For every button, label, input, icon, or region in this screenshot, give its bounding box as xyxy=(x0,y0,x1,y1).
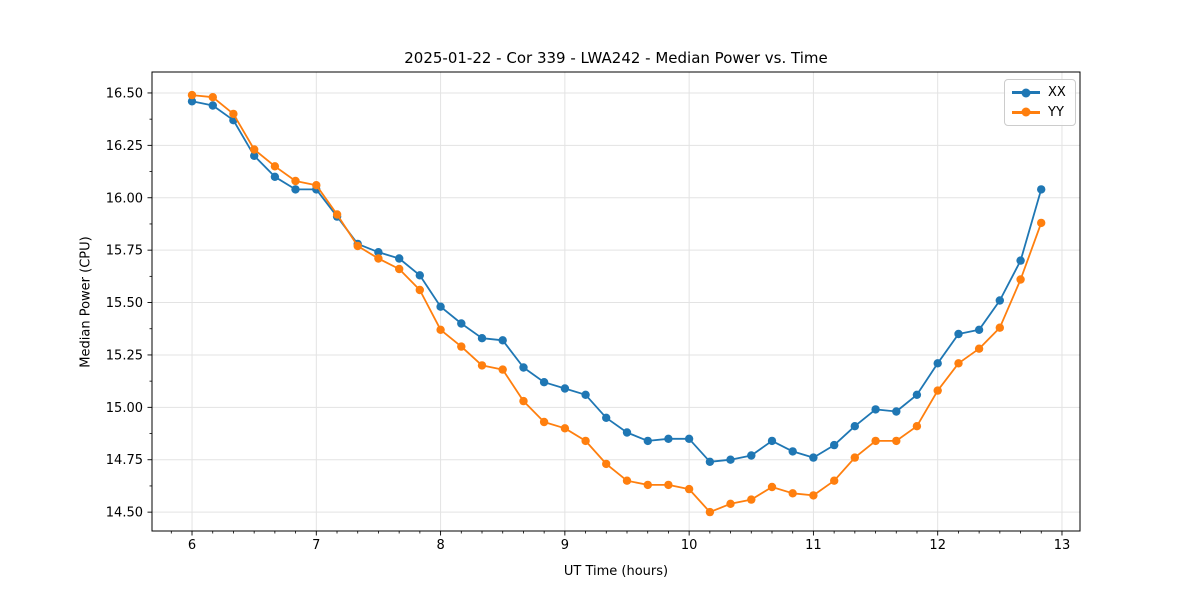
svg-text:16.50: 16.50 xyxy=(106,86,143,101)
x-axis-label: UT Time (hours) xyxy=(563,564,669,579)
svg-text:8: 8 xyxy=(436,538,444,553)
svg-text:14.75: 14.75 xyxy=(106,453,143,468)
legend-label-xx: XX xyxy=(1048,85,1066,101)
legend-marker-yy-icon xyxy=(1021,107,1031,117)
svg-text:10: 10 xyxy=(681,538,698,553)
svg-text:16.25: 16.25 xyxy=(106,139,143,154)
svg-text:15.00: 15.00 xyxy=(106,401,143,416)
svg-text:13: 13 xyxy=(1054,538,1071,553)
legend-line-yy-icon xyxy=(1012,107,1040,117)
legend-line-xx-icon xyxy=(1012,88,1040,98)
legend-item-xx: XX xyxy=(1012,84,1068,102)
svg-text:9: 9 xyxy=(561,538,569,553)
svg-text:7: 7 xyxy=(312,538,320,553)
svg-text:11: 11 xyxy=(805,538,822,553)
legend-label-yy: YY xyxy=(1048,104,1064,120)
y-axis-label: Median Power (CPU) xyxy=(78,235,94,368)
svg-text:14.50: 14.50 xyxy=(106,506,143,521)
svg-text:15.75: 15.75 xyxy=(106,244,143,259)
legend-marker-xx-icon xyxy=(1021,88,1031,98)
legend: XX YY xyxy=(1004,79,1076,126)
svg-text:6: 6 xyxy=(188,538,196,553)
chart-title: 2025-01-22 - Cor 339 - LWA242 - Median P… xyxy=(404,49,828,67)
legend-item-yy: YY xyxy=(1012,103,1068,121)
svg-text:16.00: 16.00 xyxy=(106,191,143,206)
svg-text:15.50: 15.50 xyxy=(106,296,143,311)
svg-text:15.25: 15.25 xyxy=(106,348,143,363)
y-axis-label-wrap: Median Power (CPU) xyxy=(76,72,96,531)
svg-text:12: 12 xyxy=(929,538,946,553)
